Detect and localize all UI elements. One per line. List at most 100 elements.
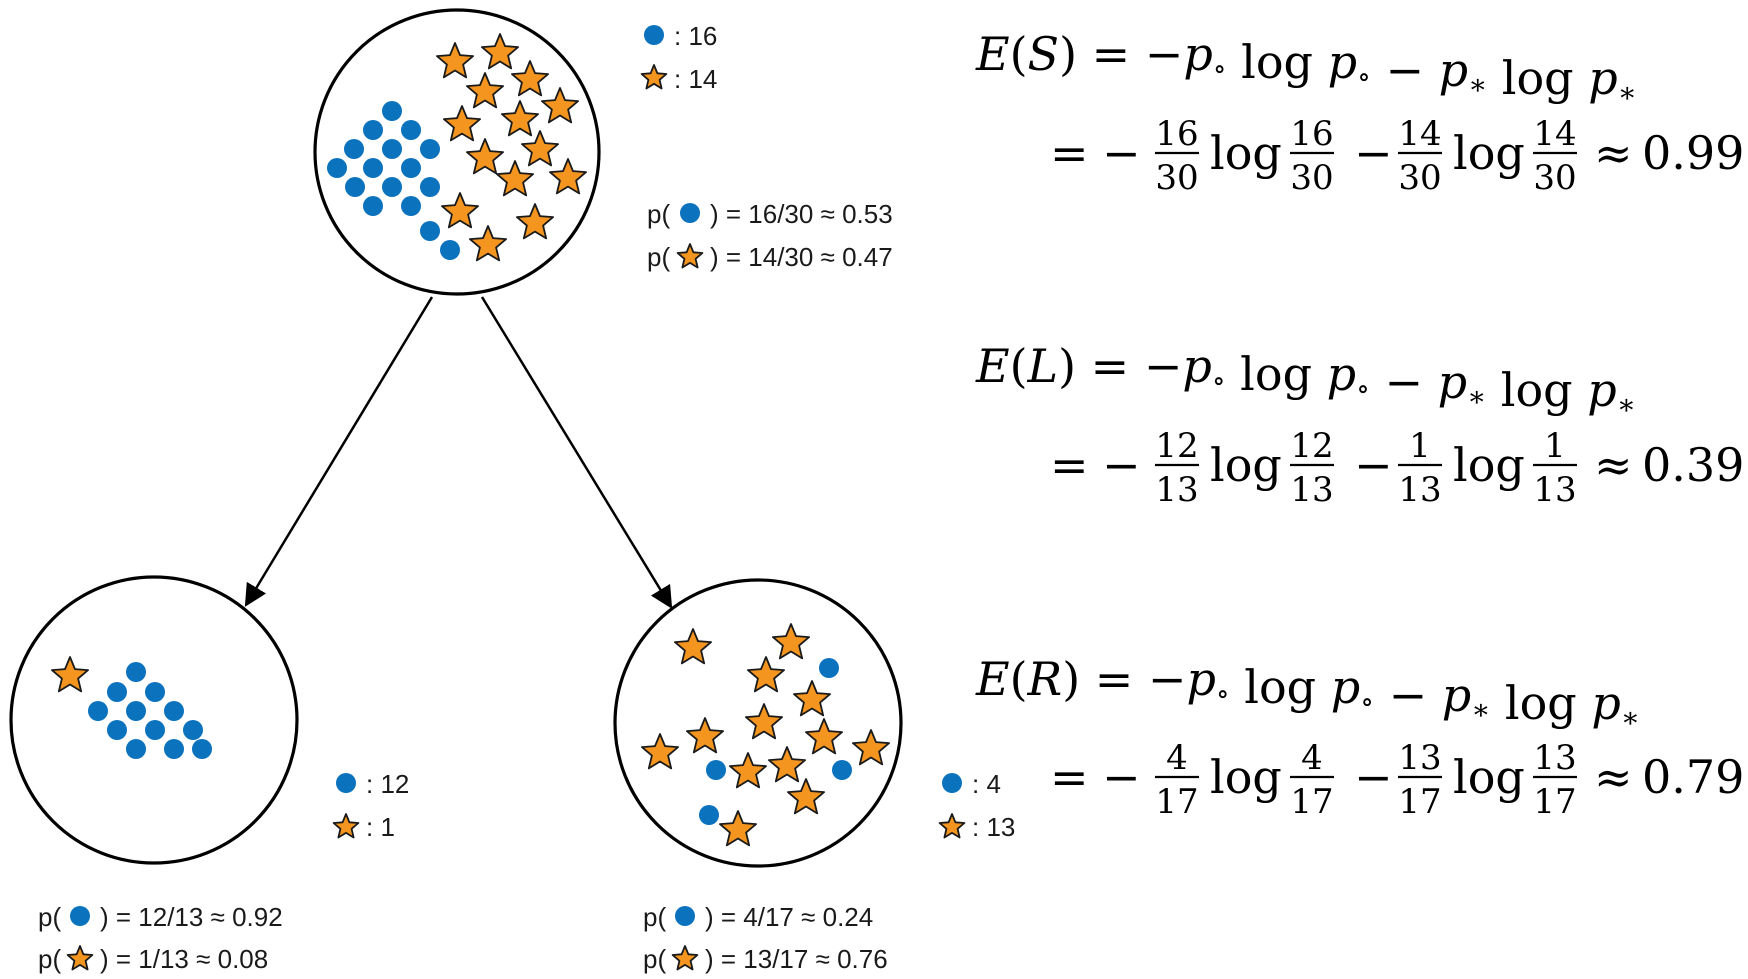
fraction: 113 bbox=[1533, 426, 1577, 510]
star-icon bbox=[469, 225, 507, 262]
legend-star-icon bbox=[332, 813, 360, 839]
prob-prefix: p( bbox=[643, 902, 666, 932]
circle-icon bbox=[706, 760, 726, 780]
left-node-items bbox=[51, 656, 212, 759]
log-label: log bbox=[1453, 126, 1525, 180]
log-label: log bbox=[1210, 438, 1282, 492]
equals-sign: = bbox=[1050, 750, 1089, 804]
fraction-denominator: 30 bbox=[1398, 158, 1441, 198]
right-count-star: : 13 bbox=[972, 812, 1015, 842]
star-icon bbox=[793, 680, 831, 717]
minus-sign: − bbox=[1102, 438, 1141, 492]
star-icon bbox=[772, 623, 810, 660]
circle-icon bbox=[344, 139, 364, 159]
circle-icon bbox=[192, 739, 212, 759]
right-p-circle: ) = 4/17 ≈ 0.24 bbox=[705, 902, 873, 932]
minus-sign: − bbox=[1102, 750, 1141, 804]
star-icon bbox=[511, 60, 549, 97]
circle-icon bbox=[420, 139, 440, 159]
prob-star-icon bbox=[66, 945, 94, 971]
left-node bbox=[9, 575, 299, 865]
circle-icon bbox=[363, 158, 383, 178]
star-icon bbox=[745, 703, 783, 740]
prob-circle-icon bbox=[680, 203, 700, 223]
legend-circle-icon bbox=[336, 773, 356, 793]
root-probabilities: p( ) = 16/30 ≈ 0.53 p( ) = 14/30 ≈ 0.47 bbox=[647, 199, 893, 272]
circle-icon bbox=[819, 658, 839, 678]
star-icon bbox=[466, 72, 504, 109]
minus-sign: − bbox=[1102, 126, 1141, 180]
circle-icon bbox=[145, 720, 165, 740]
star-icon bbox=[521, 130, 559, 167]
prob-prefix: p( bbox=[38, 944, 61, 974]
right-node-items bbox=[641, 623, 890, 847]
approx-sign: ≈ bbox=[1594, 126, 1633, 180]
legend-circle-icon bbox=[942, 773, 962, 793]
entropy-result: 0.79 bbox=[1642, 750, 1744, 804]
fraction-numerator: 12 bbox=[1155, 426, 1198, 466]
fraction-numerator: 1 bbox=[1409, 426, 1431, 466]
left-count-circle: : 12 bbox=[366, 769, 409, 799]
prob-prefix: p( bbox=[643, 944, 666, 974]
circle-icon bbox=[164, 739, 184, 759]
fraction-numerator: 4 bbox=[1166, 738, 1188, 778]
circle-icon bbox=[420, 221, 440, 241]
log-label: log bbox=[1453, 750, 1525, 804]
star-icon bbox=[640, 64, 668, 90]
circle-icon bbox=[126, 662, 146, 682]
right-probabilities: p( ) = 4/17 ≈ 0.24 p( ) = 13/17 ≈ 0.76 bbox=[643, 902, 888, 974]
log-label: log bbox=[1453, 438, 1525, 492]
fraction: 417 bbox=[1290, 738, 1334, 822]
star-icon bbox=[768, 746, 806, 783]
star-icon bbox=[719, 810, 757, 847]
equals-sign: = bbox=[1050, 126, 1089, 180]
root-node-items bbox=[327, 33, 587, 262]
circle-icon bbox=[401, 120, 421, 140]
circle-icon bbox=[440, 240, 460, 260]
fraction: 113 bbox=[1398, 426, 1442, 510]
log-label: log bbox=[1210, 750, 1282, 804]
entropy-definition: E(S) = −p∘ log p∘ − p∗ log p∗ bbox=[975, 27, 1637, 109]
circle-icon bbox=[382, 177, 402, 197]
prob-prefix: p( bbox=[647, 199, 670, 229]
approx-sign: ≈ bbox=[1594, 750, 1633, 804]
minus-sign: − bbox=[1354, 438, 1393, 492]
star-icon bbox=[938, 813, 966, 839]
circle-icon bbox=[420, 177, 440, 197]
star-icon bbox=[466, 138, 504, 175]
star-icon bbox=[66, 945, 94, 971]
star-icon bbox=[852, 729, 890, 766]
star-icon bbox=[674, 628, 712, 665]
star-icon bbox=[805, 718, 843, 755]
right-count-circle: : 4 bbox=[972, 769, 1001, 799]
root-count-circle: : 16 bbox=[674, 21, 717, 51]
fraction-denominator: 13 bbox=[1398, 470, 1441, 510]
fraction-denominator: 13 bbox=[1155, 470, 1198, 510]
circle-icon bbox=[183, 720, 203, 740]
legend-star-icon bbox=[938, 813, 966, 839]
entropy-definition: E(R) = −p∘ log p∘ − p∗ log p∗ bbox=[975, 652, 1640, 734]
right-legend: : 4 : 13 bbox=[938, 769, 1015, 842]
fraction-denominator: 30 bbox=[1155, 158, 1198, 198]
star-icon bbox=[436, 42, 474, 79]
fraction-denominator: 17 bbox=[1290, 782, 1333, 822]
circle-icon bbox=[401, 158, 421, 178]
circle-icon bbox=[699, 805, 719, 825]
right-p-star: ) = 13/17 ≈ 0.76 bbox=[705, 944, 888, 974]
fraction-numerator: 12 bbox=[1290, 426, 1333, 466]
star-icon bbox=[671, 945, 699, 971]
circle-icon bbox=[363, 196, 383, 216]
equals-sign: = bbox=[1050, 438, 1089, 492]
circle-icon bbox=[327, 158, 347, 178]
fraction-denominator: 17 bbox=[1533, 782, 1576, 822]
root-node bbox=[313, 8, 601, 296]
circle-icon bbox=[126, 739, 146, 759]
